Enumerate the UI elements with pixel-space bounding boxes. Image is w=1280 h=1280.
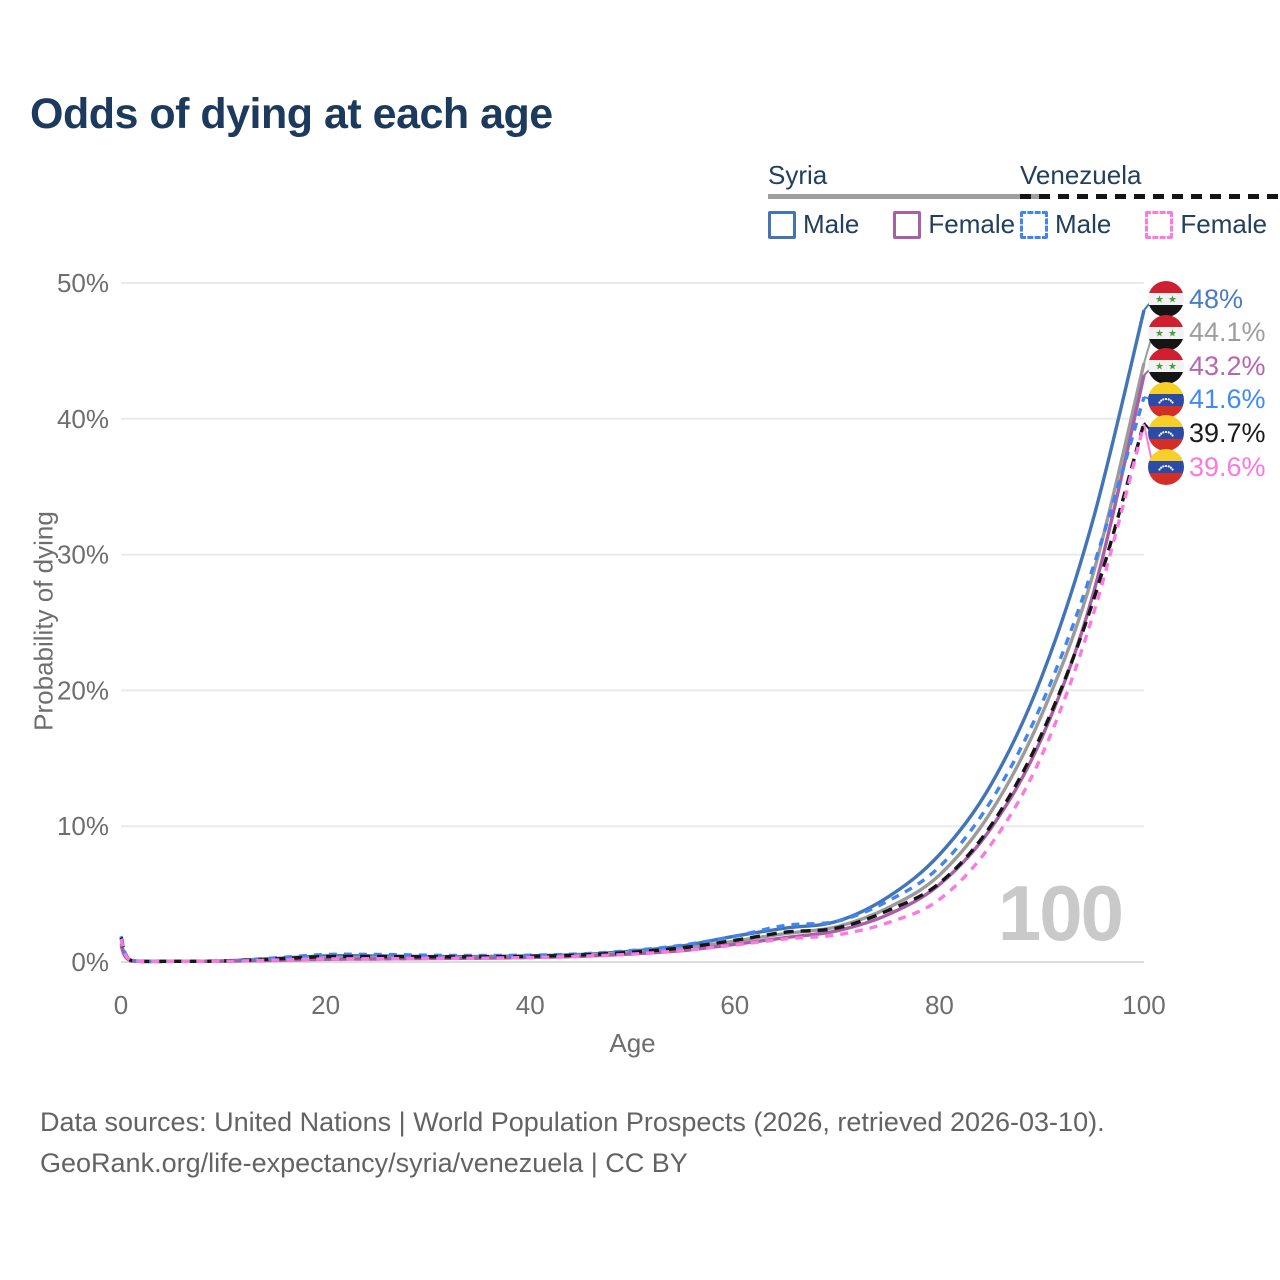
footer-line-2: GeoRank.org/life-expectancy/syria/venezu… [40,1148,688,1178]
syria-flag-icon: ★ ★ [1148,281,1184,317]
legend-syria-title[interactable]: Syria [768,160,828,190]
legend-group-venezuela: Venezuela Male Female [1020,160,1280,240]
legend-label-venezuela-male: Male [1055,209,1112,239]
y-tick-0%: 0% [71,947,109,977]
y-tick-40%: 40% [57,404,109,434]
syria-flag-icon: ★ ★ [1148,348,1184,385]
svg-text:★: ★ [1168,362,1177,373]
legend-item-venezuela-female[interactable]: Female [1145,209,1267,240]
y-tick-10%: 10% [57,811,109,841]
svg-text:★: ★ [1168,295,1177,306]
x-tick-40: 40 [516,990,545,1020]
end-label-syria-male[interactable]: ★ ★ 48% [1148,281,1243,317]
end-value: 43.2% [1189,350,1266,381]
venezuela-male-swatch-icon [1020,210,1048,239]
end-value: 39.6% [1189,451,1266,482]
end-label-venezuela[interactable]: 39.7% [1148,415,1266,452]
legend-venezuela-title[interactable]: Venezuela [1020,160,1142,190]
venezuela-flag-icon [1148,415,1184,452]
end-value: 41.6% [1189,384,1266,415]
y-tick-30%: 30% [57,540,109,570]
y-tick-20%: 20% [57,675,109,705]
x-tick-80: 80 [925,990,954,1020]
syria-male-swatch-icon [768,210,796,239]
legend-item-venezuela-male[interactable]: Male [1020,209,1111,240]
legend-label-syria-male: Male [803,209,860,239]
venezuela-flag-icon [1148,449,1184,485]
end-label-syria[interactable]: ★ ★ 44.1% [1148,314,1266,351]
mortality-line-chart[interactable]: 0% 10% 20% 30% 40% 50% 0 20 40 60 80 100 Age [0,250,1280,1080]
svg-text:★: ★ [1155,328,1164,339]
svg-text:★: ★ [1168,328,1177,339]
venezuela-dashed-line-swatch [1020,194,1280,199]
x-tick-0: 0 [114,990,128,1020]
legend-item-syria-male[interactable]: Male [768,209,859,240]
syria-flag-icon: ★ ★ [1148,314,1184,351]
data-sources-note: Data sources: United Nations | World Pop… [40,1102,1105,1184]
legend-label-syria-female: Female [928,209,1016,239]
y-tick-50%: 50% [57,268,109,298]
end-label-venezuela-male[interactable]: 41.6% [1148,381,1266,418]
svg-text:★: ★ [1155,295,1164,306]
end-label-venezuela-female[interactable]: 39.6% [1148,449,1266,485]
venezuela-flag-icon [1148,381,1184,418]
venezuela-female-swatch-icon [1145,210,1174,239]
hover-age-watermark: 100 [997,869,1124,957]
footer-line-1: Data sources: United Nations | World Pop… [40,1107,1105,1137]
end-value: 44.1% [1189,317,1266,348]
page-title: Odds of dying at each age [30,90,553,138]
end-label-syria-female[interactable]: ★ ★ 43.2% [1148,348,1266,385]
x-tick-20: 20 [311,990,340,1020]
x-tick-60: 60 [720,990,749,1020]
y-axis-title: Probability of dying [28,511,59,731]
end-value: 39.7% [1189,417,1266,448]
syria-female-swatch-icon [893,210,922,239]
legend-item-syria-female[interactable]: Female [893,209,1015,240]
line-venezuela-male[interactable] [119,396,1146,964]
x-tick-100: 100 [1122,990,1165,1020]
legend-group-syria: Syria Male Female [768,160,1050,240]
legend-label-venezuela-female: Female [1180,209,1268,239]
x-axis-title: Age [609,1028,655,1058]
end-value: 48% [1189,283,1244,314]
line-syria-male[interactable] [119,309,1146,964]
syria-solid-line-swatch [768,194,1050,199]
svg-text:★: ★ [1155,362,1164,373]
